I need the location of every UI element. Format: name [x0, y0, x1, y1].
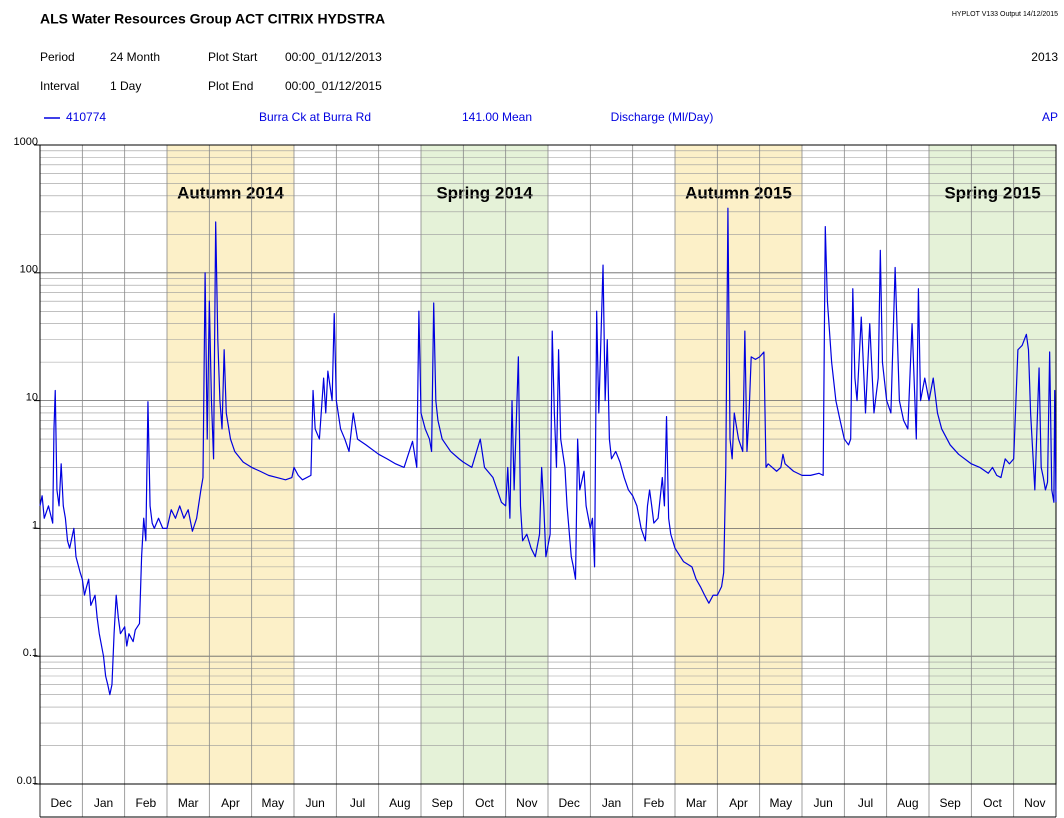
period: 24 Month: [110, 50, 160, 64]
legend-quality: AP: [1042, 110, 1058, 124]
y-tick-label: 100: [20, 264, 38, 276]
band-label: Spring 2014: [436, 183, 533, 202]
band-label: Autumn 2014: [177, 183, 284, 202]
x-tick-label: Jul: [350, 796, 365, 810]
band-label: Spring 2015: [944, 183, 1040, 202]
x-tick-label: Sep: [431, 796, 453, 810]
x-tick-label: Jan: [94, 796, 113, 810]
period-label: Period: [40, 50, 75, 64]
x-tick-label: Feb: [643, 796, 664, 810]
x-tick-label: Feb: [135, 796, 156, 810]
y-tick-label: 0.1: [23, 647, 38, 659]
legend-series: 410774: [66, 110, 106, 124]
season-band: [929, 145, 1056, 784]
y-tick-label: 10: [26, 392, 38, 404]
x-tick-label: Aug: [389, 796, 410, 810]
y-tick-label: 1000: [14, 136, 38, 148]
x-tick-label: Dec: [558, 796, 579, 810]
x-tick-label: Mar: [686, 796, 707, 810]
x-tick-label: Apr: [729, 796, 748, 810]
header: ALS Water Resources Group ACT CITRIX HYD…: [40, 11, 1058, 93]
band-label: Autumn 2015: [685, 183, 792, 202]
plot-start-label: Plot Start: [208, 50, 258, 64]
legend-statistic: 141.00 Mean: [462, 110, 532, 124]
interval-label: Interval: [40, 79, 79, 93]
y-tick-label: 0.01: [17, 775, 38, 787]
x-tick-label: Oct: [983, 796, 1002, 810]
x-tick-label: Aug: [897, 796, 918, 810]
plot-start: 00:00_01/12/2013: [285, 50, 382, 64]
x-tick-label: Jun: [813, 796, 832, 810]
x-tick-label: Jul: [858, 796, 873, 810]
y-tick-label: 1: [32, 519, 38, 531]
legend: 410774 Burra Ck at Burra Rd 141.00 Mean …: [44, 110, 1058, 124]
title: ALS Water Resources Group ACT CITRIX HYD…: [40, 11, 385, 27]
x-tick-label: Jun: [305, 796, 324, 810]
x-tick-label: Nov: [1024, 796, 1045, 810]
x-tick-label: May: [769, 796, 792, 810]
x-tick-label: Nov: [516, 796, 537, 810]
program: HYPLOT V133 Output 14/12/2015: [952, 11, 1058, 18]
x-tick-label: Sep: [939, 796, 961, 810]
plot-end: 00:00_01/12/2015: [285, 79, 382, 93]
legend-variable: Discharge (Ml/Day): [611, 110, 714, 124]
data-line: [39, 207, 1057, 696]
x-tick-label: May: [261, 796, 284, 810]
interval: 1 Day: [110, 79, 141, 93]
season-band: [675, 145, 802, 784]
year: 2013: [1031, 50, 1058, 64]
x-tick-label: Oct: [475, 796, 494, 810]
season-band: [167, 145, 294, 784]
x-tick-label: Mar: [178, 796, 199, 810]
x-tick-label: Jan: [602, 796, 621, 810]
plot-end-label: Plot End: [208, 79, 253, 93]
x-tick-label: Dec: [50, 796, 71, 810]
x-tick-label: Apr: [221, 796, 240, 810]
legend-site: Burra Ck at Burra Rd: [259, 110, 371, 124]
